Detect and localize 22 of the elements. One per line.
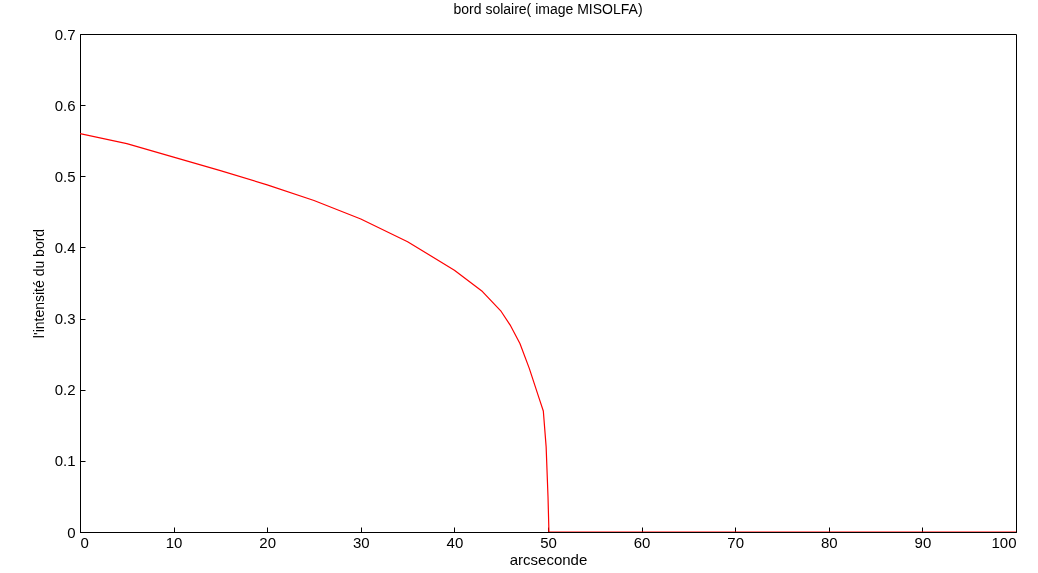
y-tick-label: 0.1 (54, 452, 76, 470)
y-tick-label: 0.4 (54, 238, 76, 256)
line-series (80, 133, 1016, 532)
x-tick-label: 80 (820, 533, 838, 551)
x-tick-label: 100 (991, 533, 1017, 551)
y-axis-title: l'intensité du bord (30, 228, 47, 339)
x-tick-label: 70 (727, 533, 745, 551)
x-tick-label: 30 (352, 533, 370, 551)
x-tick-label: 10 (165, 533, 183, 551)
x-tick-label: 90 (914, 533, 932, 551)
x-tick-label: 50 (540, 533, 557, 551)
y-tick-label: 0.7 (54, 25, 76, 43)
y-tick-label: 0.5 (54, 167, 76, 185)
x-tick-label: 40 (446, 533, 464, 551)
x-axis-title: arcseconde (509, 550, 588, 568)
y-tick-label: 0.3 (54, 310, 76, 328)
x-tick-label: 0 (80, 533, 89, 551)
y-tick-label: 0.2 (54, 381, 76, 399)
x-tick-label: 60 (633, 533, 651, 551)
y-tick-label: 0.6 (54, 96, 76, 114)
chart-title: bord solaire( image MISOLFA) (453, 1, 643, 17)
x-tick-label: 20 (259, 533, 277, 551)
